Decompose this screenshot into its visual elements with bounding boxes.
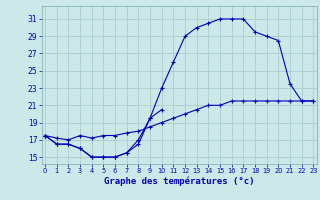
X-axis label: Graphe des températures (°c): Graphe des températures (°c) xyxy=(104,177,254,186)
